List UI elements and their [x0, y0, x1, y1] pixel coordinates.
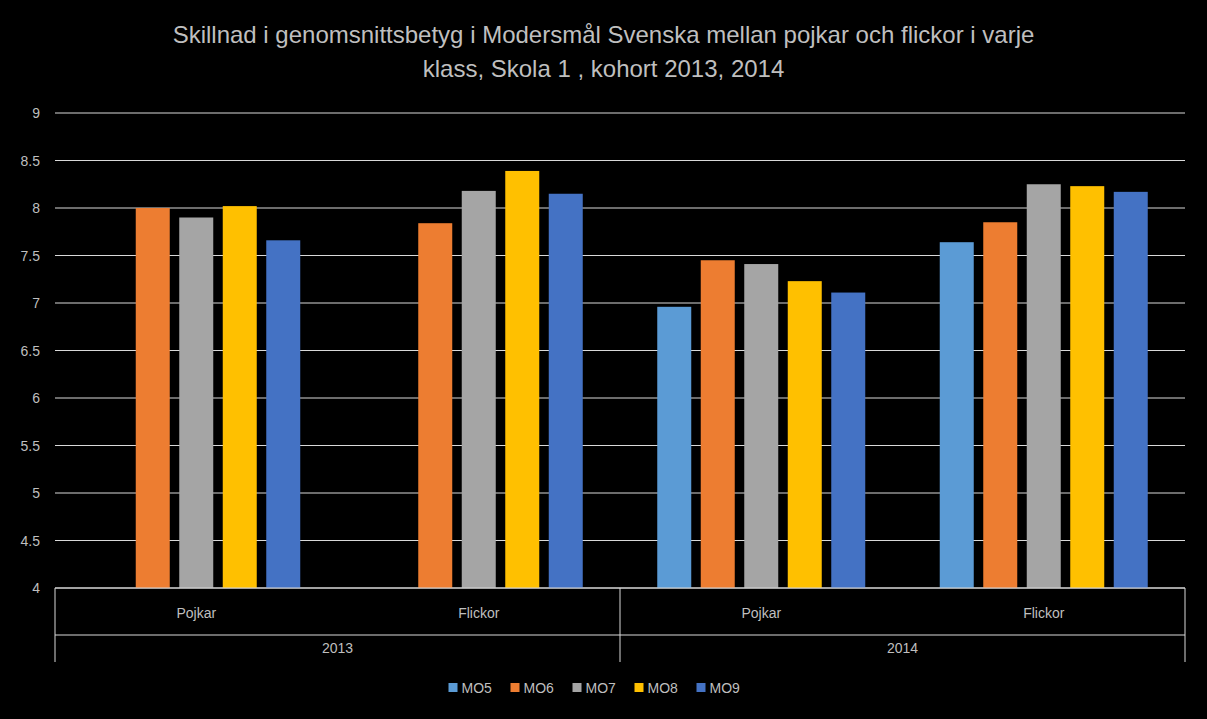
legend-swatch: [573, 683, 582, 692]
chart-title: Skillnad i genomsnittsbetyg i Modersmål …: [150, 18, 1057, 86]
y-tick-label: 4.5: [21, 533, 41, 549]
bar: [1114, 192, 1148, 588]
legend-label: MO5: [462, 680, 493, 696]
y-tick-label: 6.5: [21, 343, 41, 359]
legend-label: MO7: [586, 680, 617, 696]
grid-line: [55, 160, 1185, 161]
x-tick-label: Flickor: [458, 605, 500, 621]
legend-label: MO9: [710, 680, 741, 696]
bar: [657, 307, 691, 588]
chart: 4 4.5 5 5.5 6 6.5 7 7.5 8 8.5 9 Pojkar Flickor Pojkar…: [0, 0, 1207, 719]
x-tick-label: Flickor: [1023, 605, 1065, 621]
bar: [831, 293, 865, 588]
y-tick-label: 5: [32, 485, 40, 501]
legend-label: MO8: [648, 680, 679, 696]
x-tick-label: Pojkar: [741, 605, 781, 621]
bar: [983, 222, 1017, 588]
bar: [701, 260, 735, 588]
bar: [462, 191, 496, 588]
y-tick-label: 7: [32, 295, 40, 311]
bar: [549, 194, 583, 588]
bar: [179, 218, 213, 589]
y-tick-label: 9: [32, 105, 40, 121]
bar: [136, 208, 170, 588]
y-tick-label: 5.5: [21, 438, 41, 454]
y-tick-label: 6: [32, 390, 40, 406]
y-tick-label: 8.5: [21, 153, 41, 169]
y-tick-label: 4: [32, 580, 40, 596]
bar: [505, 171, 539, 588]
bars: [136, 171, 1148, 588]
y-tick-label: 7.5: [21, 248, 41, 264]
group-label: 2013: [322, 640, 353, 656]
bar: [266, 240, 300, 588]
legend-swatch: [635, 683, 644, 692]
x-tick-label: Pojkar: [176, 605, 216, 621]
bar: [1027, 184, 1061, 588]
group-separator: [620, 588, 621, 662]
legend-swatch: [511, 683, 520, 692]
group-separator: [55, 588, 56, 662]
y-tick-label: 8: [32, 200, 40, 216]
legend-label: MO6: [524, 680, 555, 696]
bar: [1070, 186, 1104, 588]
legend-swatch: [449, 683, 458, 692]
bar: [788, 281, 822, 588]
grid-line: [55, 113, 1185, 114]
group-separator: [1185, 588, 1186, 662]
group-label: 2014: [887, 640, 918, 656]
bar: [744, 264, 778, 588]
bar: [223, 206, 257, 588]
legend-swatch: [697, 683, 706, 692]
bar: [418, 223, 452, 588]
bar: [940, 242, 974, 588]
